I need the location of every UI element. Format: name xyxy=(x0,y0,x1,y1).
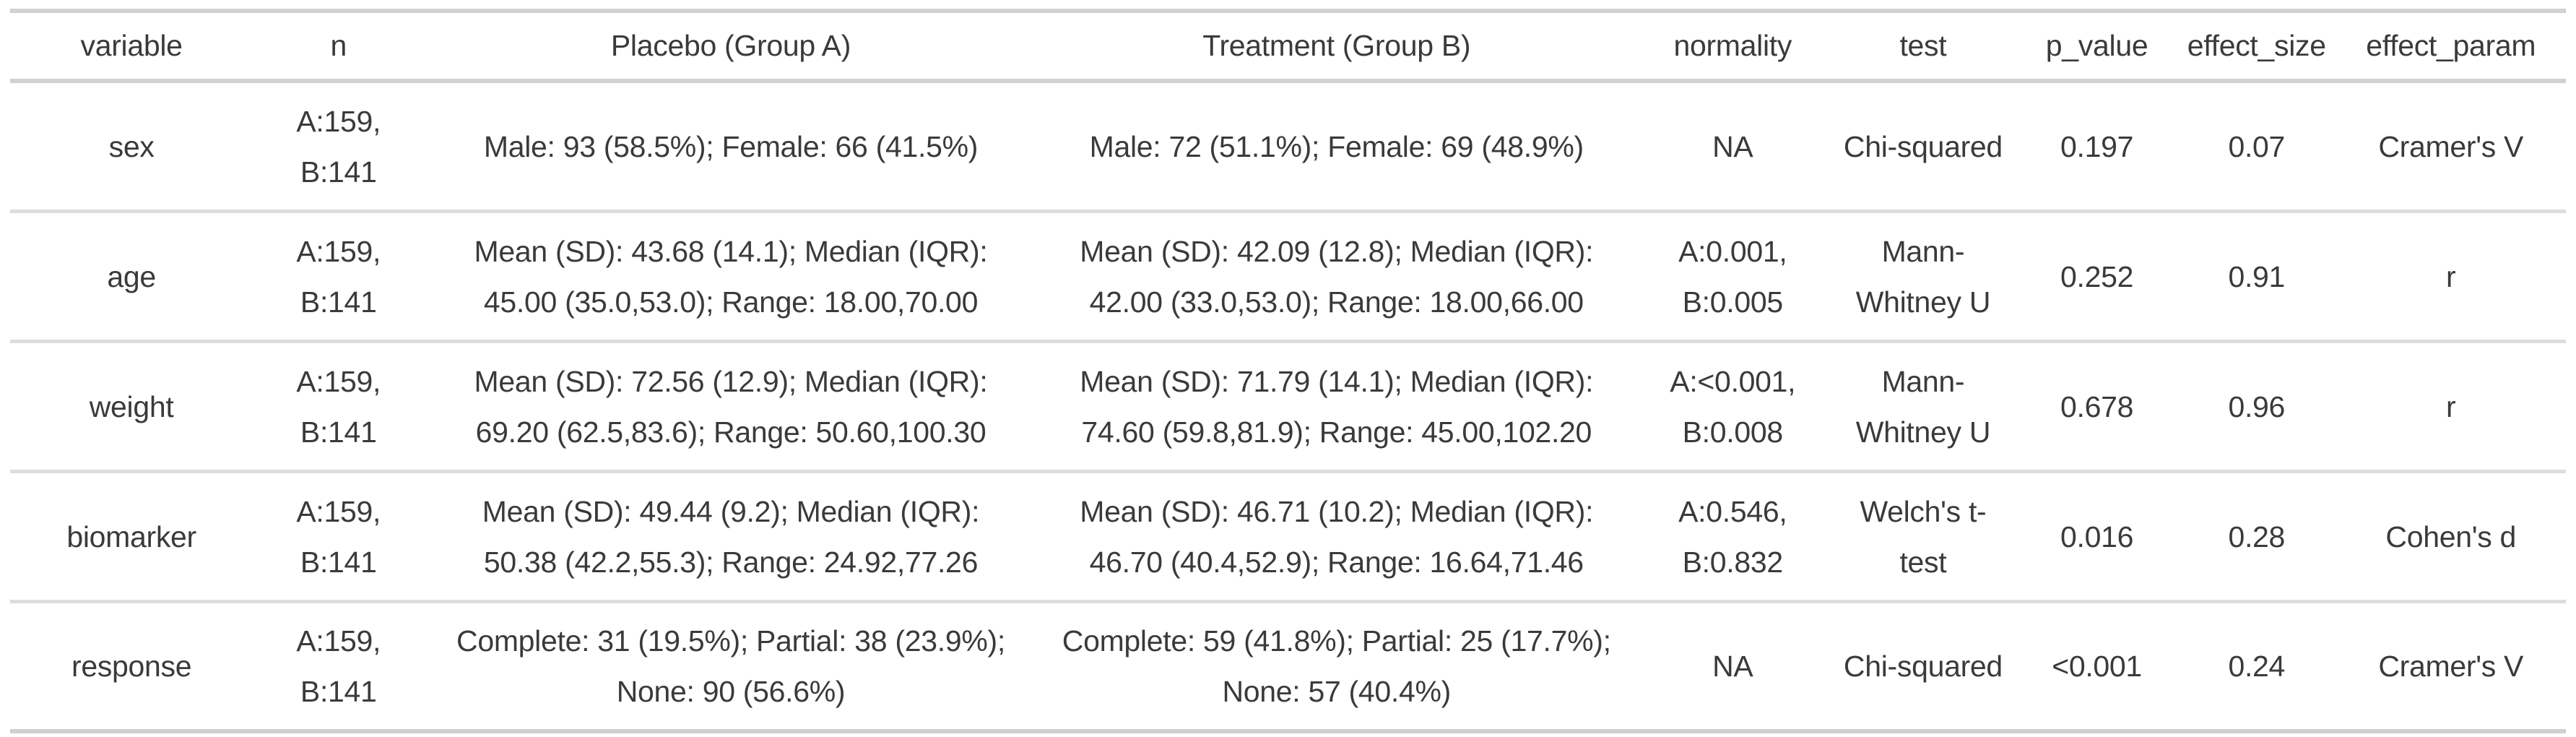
cell-age-placebo: Mean (SD): 43.68 (14.1); Median (IQR): 4… xyxy=(424,211,1038,343)
cell-biomarker-treatment: Mean (SD): 46.71 (10.2); Median (IQR): 4… xyxy=(1037,471,1636,603)
cell-biomarker-normality: A:0.546, B:0.832 xyxy=(1635,471,1830,603)
cell-response-placebo: Complete: 31 (19.5%); Partial: 38 (23.9%… xyxy=(424,601,1038,733)
table-row-response: response A:159, B:141 Complete: 31 (19.5… xyxy=(10,601,2566,733)
cell-response-treatment: Complete: 59 (41.8%); Partial: 25 (17.7%… xyxy=(1037,601,1636,733)
cell-biomarker-n: A:159, B:141 xyxy=(253,471,425,603)
cell-biomarker-effect-param: Cohen's d xyxy=(2336,471,2566,603)
cell-weight-treatment: Mean (SD): 71.79 (14.1); Median (IQR): 7… xyxy=(1037,341,1636,473)
cell-response-n: A:159, B:141 xyxy=(253,601,425,733)
cell-sex-treatment: Male: 72 (51.1%); Female: 69 (48.9%) xyxy=(1037,81,1636,213)
column-header-variable: variable xyxy=(10,9,253,83)
cell-age-variable: age xyxy=(10,211,253,343)
table-row-age: age A:159, B:141 Mean (SD): 43.68 (14.1)… xyxy=(10,211,2566,343)
table-row-sex: sex A:159, B:141 Male: 93 (58.5%); Femal… xyxy=(10,81,2566,213)
cell-biomarker-test: Welch's t- test xyxy=(1829,471,2017,603)
cell-sex-test: Chi-squared xyxy=(1829,81,2017,213)
cell-weight-placebo: Mean (SD): 72.56 (12.9); Median (IQR): 6… xyxy=(424,341,1038,473)
column-header-n: n xyxy=(253,9,425,83)
cell-biomarker-placebo: Mean (SD): 49.44 (9.2); Median (IQR): 50… xyxy=(424,471,1038,603)
cell-sex-effect-param: Cramer's V xyxy=(2336,81,2566,213)
cell-weight-test: Mann- Whitney U xyxy=(1829,341,2017,473)
cell-age-n: A:159, B:141 xyxy=(253,211,425,343)
cell-weight-variable: weight xyxy=(10,341,253,473)
cell-weight-n: A:159, B:141 xyxy=(253,341,425,473)
cell-sex-effect-size: 0.07 xyxy=(2177,81,2336,213)
cell-response-variable: response xyxy=(10,601,253,733)
cell-age-treatment: Mean (SD): 42.09 (12.8); Median (IQR): 4… xyxy=(1037,211,1636,343)
column-header-placebo: Placebo (Group A) xyxy=(424,9,1038,83)
column-header-normality: normality xyxy=(1635,9,1830,83)
cell-response-effect-param: Cramer's V xyxy=(2336,601,2566,733)
cell-age-effect-param: r xyxy=(2336,211,2566,343)
header-row: variable n Placebo (Group A) Treatment (… xyxy=(10,9,2566,83)
cell-age-effect-size: 0.91 xyxy=(2177,211,2336,343)
cell-age-test: Mann- Whitney U xyxy=(1829,211,2017,343)
cell-age-normality: A:0.001, B:0.005 xyxy=(1635,211,1830,343)
cell-sex-n: A:159, B:141 xyxy=(253,81,425,213)
cell-age-p-value: 0.252 xyxy=(2016,211,2178,343)
cell-weight-effect-param: r xyxy=(2336,341,2566,473)
table-header: variable n Placebo (Group A) Treatment (… xyxy=(10,9,2566,83)
table-body: sex A:159, B:141 Male: 93 (58.5%); Femal… xyxy=(10,81,2566,733)
cell-sex-placebo: Male: 93 (58.5%); Female: 66 (41.5%) xyxy=(424,81,1038,213)
column-header-treatment: Treatment (Group B) xyxy=(1037,9,1636,83)
cell-biomarker-variable: biomarker xyxy=(10,471,253,603)
cell-sex-normality: NA xyxy=(1635,81,1830,213)
cell-response-test: Chi-squared xyxy=(1829,601,2017,733)
cell-response-normality: NA xyxy=(1635,601,1830,733)
cell-weight-p-value: 0.678 xyxy=(2016,341,2178,473)
table-row-weight: weight A:159, B:141 Mean (SD): 72.56 (12… xyxy=(10,341,2566,473)
column-header-effect-param: effect_param xyxy=(2336,9,2566,83)
cell-biomarker-p-value: 0.016 xyxy=(2016,471,2178,603)
cell-response-p-value: <0.001 xyxy=(2016,601,2178,733)
column-header-test: test xyxy=(1829,9,2017,83)
column-header-effect-size: effect_size xyxy=(2177,9,2336,83)
table-row-biomarker: biomarker A:159, B:141 Mean (SD): 49.44 … xyxy=(10,471,2566,603)
cell-biomarker-effect-size: 0.28 xyxy=(2177,471,2336,603)
cell-sex-p-value: 0.197 xyxy=(2016,81,2178,213)
statistical-summary-table: variable n Placebo (Group A) Treatment (… xyxy=(10,9,2566,733)
cell-weight-normality: A:<0.001, B:0.008 xyxy=(1635,341,1830,473)
column-header-p-value: p_value xyxy=(2016,9,2178,83)
cell-weight-effect-size: 0.96 xyxy=(2177,341,2336,473)
cell-response-effect-size: 0.24 xyxy=(2177,601,2336,733)
cell-sex-variable: sex xyxy=(10,81,253,213)
